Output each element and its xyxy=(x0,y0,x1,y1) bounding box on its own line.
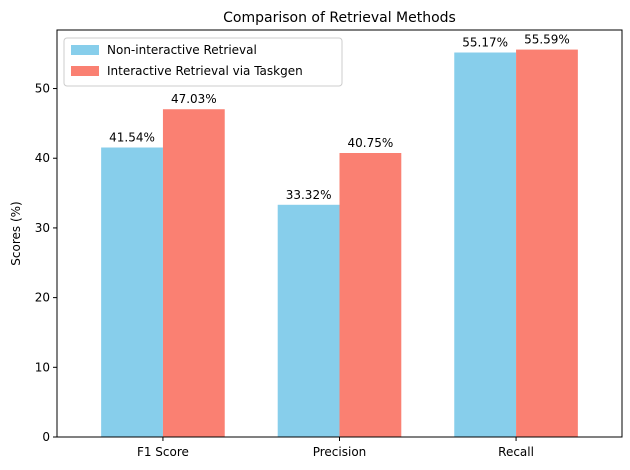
data-label-1-1: 41.54% xyxy=(109,131,155,145)
data-label-2-1: 47.03% xyxy=(171,92,217,106)
bar-2-1 xyxy=(162,109,225,437)
x-tick-label: F1 Score xyxy=(137,445,189,459)
bars-group xyxy=(101,49,578,438)
y-tick-label: 10 xyxy=(35,360,50,374)
bar-1-3 xyxy=(454,52,517,438)
bar-1-2 xyxy=(277,204,340,437)
y-tick-label: 30 xyxy=(35,221,50,235)
legend: Non-interactive Retrieval Interactive Ret… xyxy=(63,37,343,87)
data-label-1-2: 33.32% xyxy=(286,188,332,202)
data-label-2-3: 55.59% xyxy=(524,33,570,47)
legend-box xyxy=(63,37,343,87)
y-tick-label: 40 xyxy=(35,151,50,165)
bar-2-2 xyxy=(339,153,402,438)
y-axis-label: Scores (%) xyxy=(9,201,23,265)
data-label-1-3: 55.17% xyxy=(462,36,508,50)
chart-title: Comparison of Retrieval Methods xyxy=(223,10,456,26)
data-label-2-2: 40.75% xyxy=(348,136,394,150)
bar-1-1 xyxy=(101,147,163,437)
data-labels-group: 41.54% 33.32% 55.17% 47.03% 40.75% 55.59% xyxy=(109,33,570,202)
x-tick-label: Precision xyxy=(313,445,367,459)
axes-group: 0 10 20 30 40 50 F1 Score Precision Recall xyxy=(35,29,623,459)
y-tick-label: 20 xyxy=(35,291,50,305)
y-tick-label: 0 xyxy=(42,430,50,444)
legend-label-1: Non-interactive Retrieval xyxy=(107,43,257,57)
bar-2-3 xyxy=(516,49,578,438)
legend-swatch-1 xyxy=(71,45,99,55)
legend-label-2: Interactive Retrieval via Taskgen xyxy=(107,64,303,78)
legend-swatch-2 xyxy=(71,66,99,76)
y-tick-label: 50 xyxy=(35,82,50,96)
x-tick-label: Recall xyxy=(498,445,534,459)
